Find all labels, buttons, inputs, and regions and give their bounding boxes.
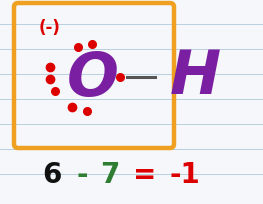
Text: 7: 7 (100, 160, 120, 188)
Text: -1: -1 (170, 160, 200, 188)
Text: -: - (76, 160, 88, 188)
Text: O: O (67, 50, 119, 109)
Text: 6: 6 (42, 160, 62, 188)
Text: (-): (-) (39, 19, 61, 37)
Text: H: H (169, 48, 221, 107)
Text: =: = (133, 160, 157, 188)
